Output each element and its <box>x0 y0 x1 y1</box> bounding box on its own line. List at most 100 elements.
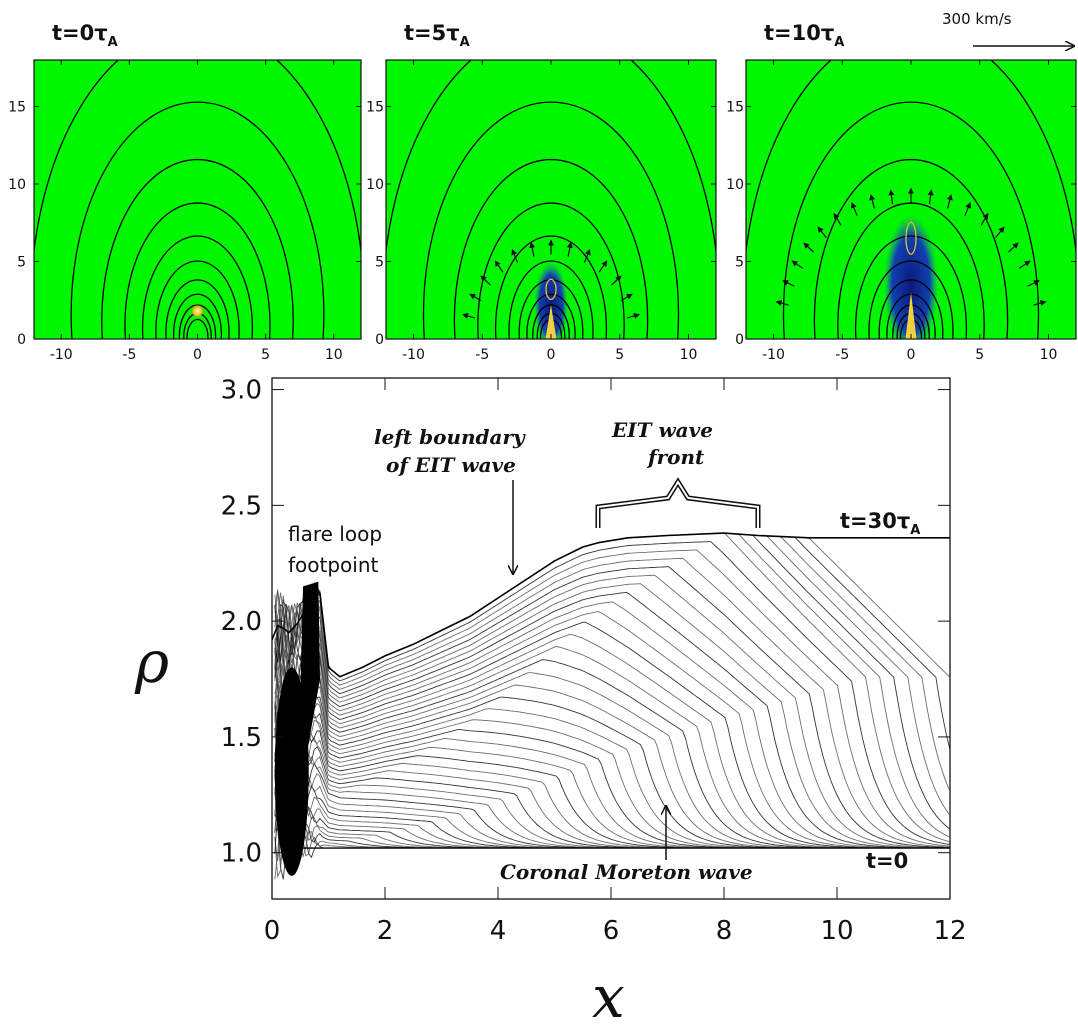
t-final-label: t=30τA <box>840 509 920 538</box>
panel-y-tick-label: 10 <box>726 177 744 193</box>
y-tick-label: 1.0 <box>221 839 262 869</box>
plot-frame <box>271 377 951 900</box>
x-tick-label: 10 <box>820 916 853 946</box>
panel-x-tick-label: 10 <box>1040 347 1058 363</box>
panel-y-tick-label: 5 <box>375 255 384 271</box>
panel-y-tick-label: 15 <box>8 100 26 116</box>
panel-y-tick-label: 0 <box>735 332 744 348</box>
panel-y-tick-label: 10 <box>366 177 384 193</box>
velocity-arrow <box>611 275 622 286</box>
panel-x-tick-label: -10 <box>402 347 425 363</box>
panel-x-tick-label: -10 <box>762 347 785 363</box>
field-line <box>453 158 649 339</box>
density-profile-chart: 0 2 4 6 8 10 12 1.0 1.5 2.0 2.5 3.0 x ρ flare loop… <box>134 376 967 1024</box>
velocity-arrow <box>583 248 591 263</box>
snapshot-panels: t=0τA -10 -5 0 5 10 0 5 10 15 t=5τA -10 -5 0 5 10 0 5 10 15… <box>8 21 1077 363</box>
x-axis-label: x <box>592 963 625 1024</box>
panel-y-tick-label: 15 <box>366 100 384 116</box>
x-tick-label: 0 <box>264 916 281 946</box>
field-line <box>186 318 209 339</box>
velocity-arrow <box>817 226 827 238</box>
field-line <box>526 293 576 339</box>
y-tick-label: 3.0 <box>221 376 262 406</box>
panel-x-tick-label: -5 <box>835 347 849 363</box>
velocity-arrow <box>869 194 876 209</box>
time-step-curve <box>274 574 950 849</box>
current-sheet-loop <box>905 221 917 255</box>
x-tick-label: 12 <box>933 916 966 946</box>
field-line <box>124 202 271 339</box>
panel-y-tick-label: 10 <box>8 177 26 193</box>
field-line <box>477 202 625 339</box>
velocity-arrow <box>1008 242 1019 253</box>
velocity-arrow <box>1018 260 1031 269</box>
velocity-arrow <box>1033 300 1047 306</box>
time-step-curve <box>274 541 950 845</box>
velocity-arrow <box>833 212 842 226</box>
source-spot <box>190 304 205 319</box>
panel-x-tick-label: -5 <box>122 347 136 363</box>
time-step-curve <box>274 557 950 848</box>
panel-1: t=5τA -10 -5 0 5 10 0 5 10 15 <box>366 21 717 363</box>
panel-field <box>746 60 1076 339</box>
panel-y-tick-label: 5 <box>735 255 744 271</box>
footpoint-label-line2: footpoint <box>288 553 379 577</box>
time-step-curve <box>274 621 950 849</box>
t-initial-label: t=0 <box>866 849 908 873</box>
source-spot <box>905 292 917 339</box>
panel-x-tick-label: 5 <box>615 347 624 363</box>
velocity-arrow <box>511 248 519 263</box>
velocity-arrow <box>598 260 608 273</box>
panel-background <box>34 60 361 339</box>
current-sheet-loop <box>545 278 557 301</box>
rarefaction-cavity <box>884 215 938 339</box>
velocity-arrow <box>462 313 476 319</box>
field-line <box>494 235 608 339</box>
plot-tick-marks <box>271 378 951 899</box>
panel-time-label: t=10τA <box>764 21 844 50</box>
final-profile-curve <box>272 532 950 678</box>
field-line <box>868 260 954 339</box>
field-line <box>508 260 594 339</box>
velocity-arrow <box>775 300 789 306</box>
velocity-arrow <box>803 242 814 253</box>
field-line <box>837 202 985 339</box>
panel-time-label: t=5τA <box>404 21 470 50</box>
velocity-arrow <box>888 189 895 205</box>
time-step-curve <box>274 633 950 849</box>
source-spot <box>545 304 557 339</box>
x-tick-label: 6 <box>603 916 620 946</box>
velocity-arrow <box>851 202 858 216</box>
velocity-arrow <box>946 194 953 209</box>
field-line <box>878 279 944 339</box>
front-label-line2: front <box>646 445 705 469</box>
panel-x-tick-label: 10 <box>325 347 343 363</box>
footpoint-spike <box>297 581 321 807</box>
field-line <box>155 260 240 339</box>
velocity-arrow <box>964 202 971 216</box>
velocity-arrow <box>927 189 934 205</box>
velocity-arrow <box>469 293 482 302</box>
panel-x-tick-label: 0 <box>193 347 202 363</box>
velocity-arrow <box>995 226 1005 238</box>
profile-curves <box>272 532 950 880</box>
field-line <box>172 293 223 339</box>
time-step-curve <box>274 566 950 848</box>
y-tick-label: 2.0 <box>221 607 262 637</box>
front-bracket-inner <box>597 480 759 528</box>
field-line <box>141 235 254 339</box>
velocity-arrow <box>791 260 804 269</box>
velocity-arrow <box>980 212 989 226</box>
panel-y-tick-label: 5 <box>17 255 26 271</box>
panel-field <box>386 60 716 339</box>
panel-x-tick-label: 5 <box>975 347 984 363</box>
moreton-label: Coronal Moreton wave <box>500 860 753 884</box>
velocity-arrow <box>1027 280 1040 287</box>
panel-y-tick-label: 0 <box>17 332 26 348</box>
y-tick-labels: 1.0 1.5 2.0 2.5 3.0 <box>221 376 262 869</box>
y-tick-label: 1.5 <box>221 723 262 753</box>
velocity-arrow <box>626 313 640 319</box>
panel-x-tick-label: 0 <box>907 347 916 363</box>
field-line <box>854 235 968 339</box>
